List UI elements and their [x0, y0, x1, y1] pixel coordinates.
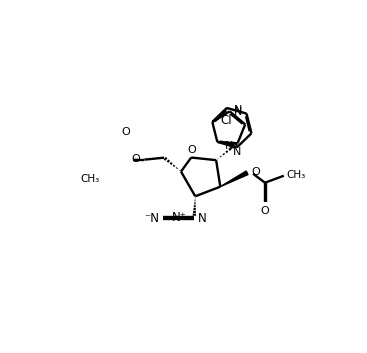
Text: O: O: [188, 145, 197, 155]
Bar: [102, 153, 130, 164]
Polygon shape: [220, 171, 248, 187]
Text: N: N: [225, 142, 233, 151]
Text: Cl: Cl: [220, 114, 232, 127]
Text: N: N: [233, 105, 242, 115]
Text: N: N: [234, 107, 243, 116]
Text: O: O: [121, 127, 130, 137]
Text: N⁺: N⁺: [172, 211, 187, 223]
Text: CH₃: CH₃: [80, 174, 99, 184]
Text: CH₃: CH₃: [287, 170, 306, 180]
Text: O: O: [252, 167, 260, 177]
Bar: [67, 126, 133, 183]
Text: O: O: [131, 154, 140, 164]
Text: N: N: [198, 211, 207, 225]
Text: ⁻N: ⁻N: [144, 211, 159, 225]
Text: N: N: [232, 147, 241, 157]
Text: O: O: [261, 205, 269, 216]
